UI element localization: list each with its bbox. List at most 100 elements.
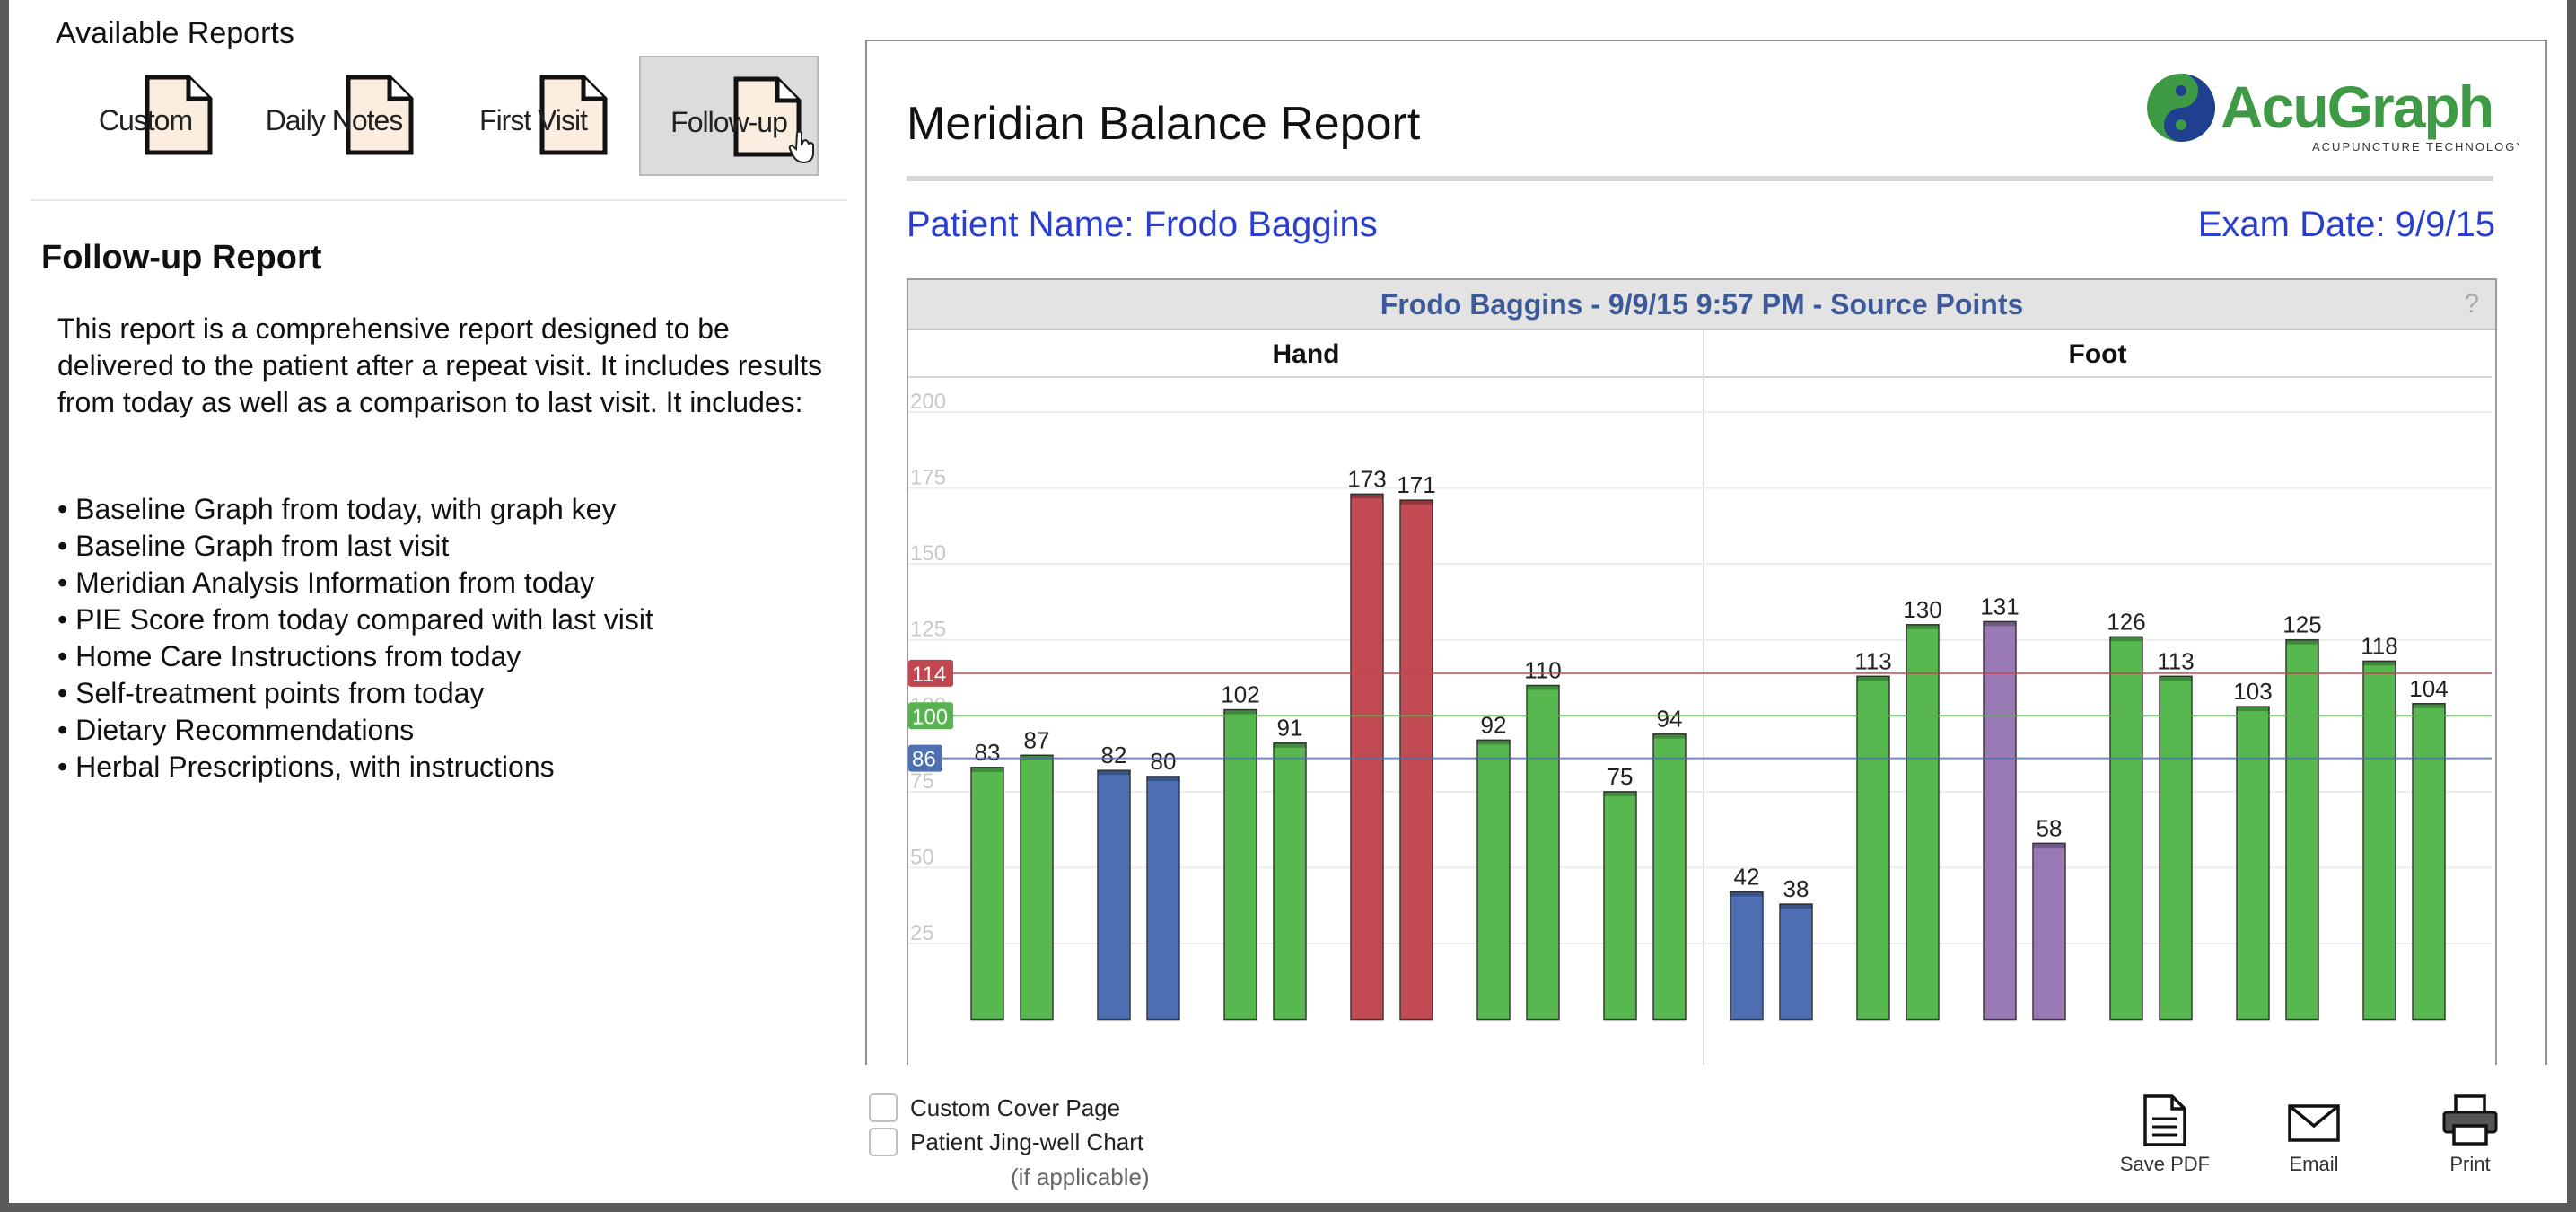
bar-value-label: 102 xyxy=(1221,681,1259,708)
bar-cap xyxy=(2363,661,2396,666)
chart-title-text: Frodo Baggins - 9/9/15 9:57 PM - Source … xyxy=(1380,288,2024,321)
bar xyxy=(2032,842,2066,1021)
hand-cursor-icon xyxy=(788,130,814,164)
email-button[interactable]: Email xyxy=(2260,1093,2368,1176)
bar-value-label: 104 xyxy=(2409,675,2448,702)
bar xyxy=(1476,739,1511,1021)
reference-badge xyxy=(908,702,953,730)
tile-label: Custom xyxy=(98,104,193,136)
reference-badge xyxy=(908,744,942,772)
jing-well-option[interactable]: Patient Jing-well Chart xyxy=(869,1128,1143,1156)
bar-cap xyxy=(1400,500,1433,505)
bar-value-label: 91 xyxy=(1277,715,1303,742)
bar xyxy=(1603,791,1637,1021)
tile-label: Daily Notes xyxy=(265,104,404,136)
exam-date: Exam Date: 9/9/15 xyxy=(2197,205,2495,244)
tile-label: First Visit xyxy=(479,104,588,136)
save-pdf-label: Save PDF xyxy=(2119,1153,2211,1175)
group-label-hand: Hand xyxy=(1273,339,1340,369)
bar-cap xyxy=(1780,904,1812,909)
bar-cap xyxy=(2413,703,2445,708)
document-icon xyxy=(346,75,414,155)
help-icon[interactable]: ? xyxy=(2464,289,2479,319)
pdf-document-icon xyxy=(2143,1094,2186,1146)
bar xyxy=(1146,776,1180,1021)
list-item: Baseline Graph from today, with graph ke… xyxy=(57,491,653,528)
bar-cap xyxy=(1477,740,1510,745)
bar xyxy=(1779,903,1813,1021)
bar-cap xyxy=(1351,494,1383,499)
bar-cap xyxy=(1730,891,1763,897)
checkbox-label: Custom Cover Page xyxy=(910,1093,1121,1121)
bar-value-label: 87 xyxy=(1024,726,1050,753)
bar xyxy=(1273,742,1307,1021)
bar-cap xyxy=(2033,843,2065,848)
bar-value-label: 113 xyxy=(2157,647,2194,674)
bar-cap xyxy=(1147,776,1179,781)
report-contents-list: Baseline Graph from today, with graph ke… xyxy=(57,491,653,786)
bar-chart: Hand Foot 25 50 75 100 125 150 175 200 83 87 82 80 102… xyxy=(908,330,2492,1065)
report-preview[interactable]: Meridian Balance Report AcuGraph ACUPUNC… xyxy=(865,40,2547,1065)
y-tick-label: 75 xyxy=(910,769,934,794)
bar-value-label: 173 xyxy=(1347,465,1386,492)
custom-cover-checkbox[interactable] xyxy=(869,1093,898,1122)
y-tick-label: 50 xyxy=(910,845,934,869)
source-points-chart: Frodo Baggins - 9/9/15 9:57 PM - Source … xyxy=(907,278,2497,1065)
y-tick-label: 25 xyxy=(910,921,934,945)
report-tile-custom[interactable]: Custom xyxy=(56,56,235,176)
bar-value-label: 75 xyxy=(1608,763,1634,790)
bar-value-label: 118 xyxy=(2361,632,2397,659)
bar-value-label: 82 xyxy=(1101,742,1127,768)
bar xyxy=(1856,675,1890,1021)
list-item: Dietary Recommendations xyxy=(57,712,653,749)
report-tile-follow-up[interactable]: Follow-up xyxy=(639,56,819,176)
report-tile-first-visit[interactable]: First Visit xyxy=(443,56,623,176)
bar-cap xyxy=(1984,621,2016,627)
custom-cover-option[interactable]: Custom Cover Page xyxy=(869,1093,1120,1122)
bar xyxy=(1020,754,1054,1021)
report-heading: Follow-up Report xyxy=(41,239,322,277)
report-window: Available Reports Custom Daily Notes Fir… xyxy=(9,0,2567,1203)
list-item: Meridian Analysis Information from today xyxy=(57,565,653,602)
checkbox-label: Patient Jing-well Chart xyxy=(910,1128,1144,1155)
list-item: Home Care Instructions from today xyxy=(57,638,653,675)
divider xyxy=(31,199,847,201)
list-item: Baseline Graph from last visit xyxy=(57,528,653,565)
y-tick-label: 200 xyxy=(910,390,946,414)
group-label-foot: Foot xyxy=(2069,339,2127,369)
bar xyxy=(1906,624,1940,1021)
patient-name: Patient Name: Frodo Baggins xyxy=(907,205,1378,244)
report-tile-daily-notes[interactable]: Daily Notes xyxy=(244,56,424,176)
logo-tagline: ACUPUNCTURE TECHNOLOGY xyxy=(2312,140,2519,154)
y-tick-label: 150 xyxy=(910,541,946,566)
reference-label: 86 xyxy=(912,748,936,772)
printer-icon xyxy=(2442,1094,2498,1146)
tile-label: Follow-up xyxy=(670,106,788,138)
bar-cap xyxy=(1527,685,1559,690)
bar xyxy=(970,767,1004,1021)
bar-cap xyxy=(1653,733,1686,739)
envelope-icon xyxy=(2288,1104,2340,1142)
bar-cap xyxy=(1224,709,1257,715)
bar-value-label: 83 xyxy=(975,739,1001,766)
bar xyxy=(2412,703,2446,1021)
bar-cap xyxy=(2286,639,2318,645)
document-icon xyxy=(733,76,802,157)
bar-cap xyxy=(1604,791,1636,796)
bar xyxy=(1350,493,1384,1021)
bar-cap xyxy=(1098,770,1130,776)
bar-value-label: 80 xyxy=(1151,748,1177,775)
save-pdf-button[interactable]: Save PDF xyxy=(2111,1093,2219,1176)
bar xyxy=(2236,706,2270,1021)
print-button[interactable]: Print xyxy=(2416,1093,2524,1176)
bar xyxy=(1983,620,2017,1021)
bar-cap xyxy=(2110,637,2142,642)
bar-cap xyxy=(2160,676,2192,681)
bar xyxy=(2109,636,2143,1021)
bar-value-label: 94 xyxy=(1657,706,1683,733)
report-title: Meridian Balance Report xyxy=(907,98,1421,150)
bar xyxy=(2159,675,2193,1021)
bar xyxy=(1526,684,1560,1021)
jing-well-checkbox[interactable] xyxy=(869,1128,898,1156)
bar-cap xyxy=(971,767,1003,772)
